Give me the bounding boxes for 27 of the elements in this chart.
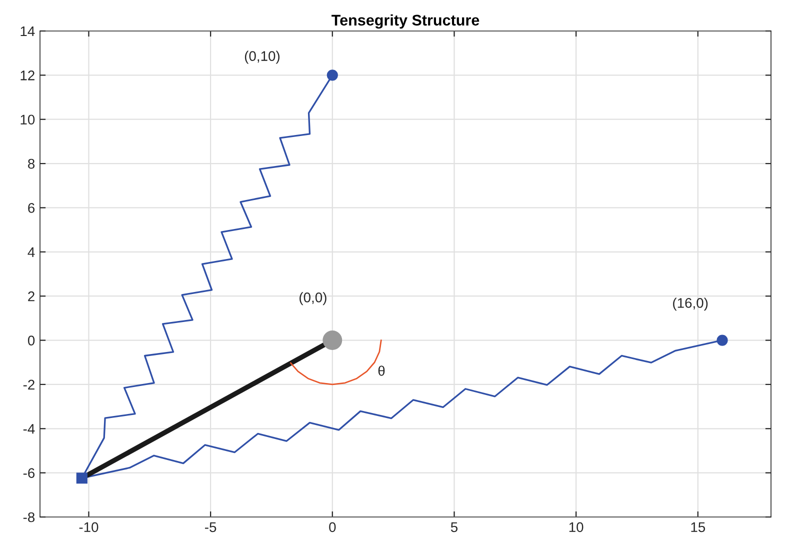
y-tick-label: 6: [28, 203, 35, 213]
x-tick-label: 15: [691, 522, 706, 532]
y-tick-label: 4: [28, 247, 35, 257]
y-tick-label: 2: [28, 291, 34, 302]
x-tick-label: -10: [79, 522, 98, 532]
y-tick-label: -6: [23, 468, 35, 478]
x-tick-label: 10: [569, 522, 584, 532]
x-tick-label: 5: [450, 522, 458, 532]
y-tick-label: -4: [23, 424, 35, 434]
y-tick-label: -2: [23, 380, 34, 390]
point: [76, 472, 88, 484]
point: [322, 330, 342, 350]
annotation: (0,10): [244, 50, 280, 64]
annotation: θ: [378, 366, 385, 376]
annotation: (16,0): [673, 298, 708, 311]
y-tick-label: 8: [28, 158, 35, 169]
y-tick-label: 12: [20, 70, 34, 80]
y-tick-label: 0: [28, 336, 35, 346]
point: [716, 334, 728, 346]
x-tick-label: -5: [205, 522, 216, 532]
x-tick-label: 0: [329, 522, 336, 532]
chart-title: Tensegrity Structure: [332, 14, 480, 29]
y-tick-label: 14: [20, 26, 35, 36]
y-tick-label: -8: [23, 512, 35, 522]
y-tick-label: 10: [20, 114, 35, 125]
point: [326, 70, 338, 81]
annotation: (0,0): [300, 292, 326, 306]
